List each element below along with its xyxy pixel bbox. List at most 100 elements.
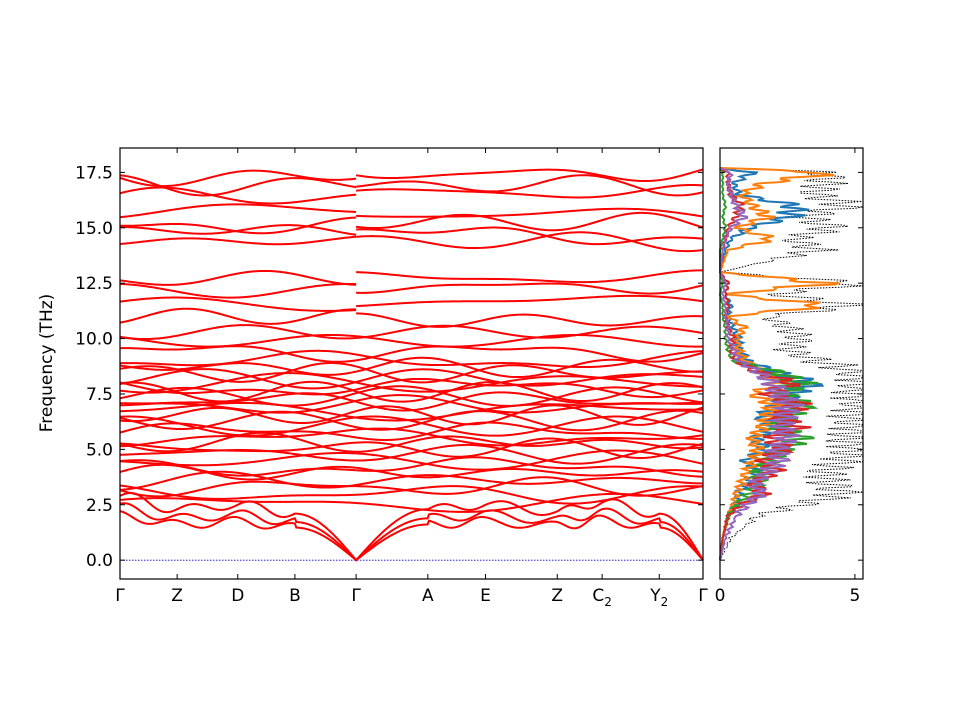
- optical-band: [356, 333, 704, 348]
- optical-band: [355, 356, 704, 379]
- optical-band: [356, 226, 704, 246]
- optical-band: [119, 415, 357, 437]
- optical-band: [119, 484, 357, 500]
- y-tick-label: 0.0: [86, 551, 113, 571]
- optical-band: [119, 459, 357, 477]
- optical-band: [355, 391, 704, 412]
- optical-band: [119, 428, 357, 448]
- partial-dos-line-3: [718, 167, 819, 561]
- optical-band: [355, 364, 704, 384]
- optical-band: [356, 282, 704, 295]
- optical-band: [119, 497, 357, 505]
- y-tick-label: 12.5: [75, 274, 113, 294]
- optical-band: [356, 312, 704, 328]
- optical-band: [356, 485, 704, 505]
- optical-band: [356, 324, 704, 340]
- optical-band: [119, 169, 357, 188]
- optical-band: [119, 480, 357, 498]
- k-point-label: Z: [551, 586, 563, 606]
- acoustic-band-2: [119, 502, 704, 562]
- dos-x-tick-label: 0: [715, 586, 726, 606]
- k-point-label: Γ: [351, 586, 361, 606]
- optical-band: [119, 235, 357, 246]
- optical-band: [119, 470, 357, 491]
- optical-band: [355, 375, 704, 393]
- band-ticks: 0.02.55.07.510.012.515.017.5Γ Z D B Γ A E Z C2 Y2…: [75, 148, 708, 609]
- optical-band: [119, 324, 357, 341]
- optical-band: [119, 345, 357, 363]
- acoustic-band-3: [119, 510, 704, 562]
- optical-band: [356, 427, 704, 447]
- dos-plot-frame: [719, 147, 864, 580]
- optical-band: [356, 269, 704, 284]
- optical-band: [355, 368, 704, 387]
- optical-band: [356, 415, 704, 437]
- optical-band: [119, 368, 357, 390]
- optical-band: [355, 211, 704, 232]
- dos-x-tick-label: 5: [849, 586, 860, 606]
- k-point-label: E: [480, 586, 491, 606]
- band-structure-panel: 0.02.55.07.510.012.515.017.5Γ Z D B Γ A E Z C2 Y2…: [37, 147, 708, 609]
- optical-band: [119, 307, 357, 325]
- optical-band: [119, 380, 357, 403]
- optical-band: [119, 269, 357, 286]
- y-tick-label: 7.5: [86, 385, 113, 405]
- optical-band: [119, 410, 357, 431]
- optical-band: [119, 422, 357, 439]
- band-plot-frame: [119, 147, 704, 580]
- k-point-label: Γ: [698, 586, 708, 606]
- optical-band: [355, 466, 704, 479]
- optical-band: [355, 168, 704, 183]
- y-axis-label: Frequency (THz): [37, 294, 57, 433]
- dos-lines: [718, 166, 864, 561]
- optical-band: [356, 476, 704, 497]
- optical-band: [355, 377, 704, 399]
- k-point-subscript: 2: [661, 595, 669, 609]
- optical-band: [119, 186, 357, 205]
- optical-band: [355, 381, 704, 403]
- optical-band: [119, 401, 357, 419]
- optical-band: [119, 203, 357, 219]
- optical-band: [355, 409, 704, 432]
- k-point-subscript: 2: [604, 595, 612, 609]
- optical-band: [355, 345, 704, 363]
- partial-dos-line-2: [718, 166, 839, 561]
- k-point-label: B: [289, 586, 301, 606]
- optical-band: [356, 437, 704, 459]
- optical-band: [119, 296, 357, 312]
- optical-band: [356, 435, 704, 453]
- y-tick-label: 10.0: [75, 330, 113, 350]
- optical-band: [356, 231, 704, 253]
- optical-band: [355, 421, 704, 441]
- y-tick-label: 15.0: [75, 219, 113, 239]
- optical-band: [355, 474, 704, 486]
- partial-dos-line-5: [718, 167, 806, 561]
- optical-band: [356, 207, 704, 218]
- optical-band: [356, 294, 704, 308]
- k-point-label: Z: [171, 586, 183, 606]
- y-tick-label: 2.5: [86, 496, 113, 516]
- optical-band: [355, 350, 704, 369]
- total-dos-line: [719, 167, 864, 561]
- y-tick-label: 17.5: [75, 163, 113, 183]
- k-point-label: D: [231, 586, 244, 606]
- k-point-label: Γ: [115, 586, 125, 606]
- optical-band: [356, 443, 704, 465]
- optical-band: [355, 385, 704, 407]
- optical-band: [119, 362, 357, 376]
- optical-band: [356, 449, 704, 471]
- optical-band: [119, 282, 357, 299]
- optical-band: [119, 362, 357, 383]
- optical-band: [119, 381, 357, 396]
- optical-band: [119, 216, 357, 235]
- optical-band: [119, 349, 357, 367]
- optical-band: [119, 451, 357, 467]
- optical-band: [356, 174, 704, 197]
- band-lines: [119, 168, 704, 562]
- y-tick-label: 5.0: [86, 440, 113, 460]
- optical-band: [119, 441, 357, 453]
- k-point-label: A: [422, 586, 434, 606]
